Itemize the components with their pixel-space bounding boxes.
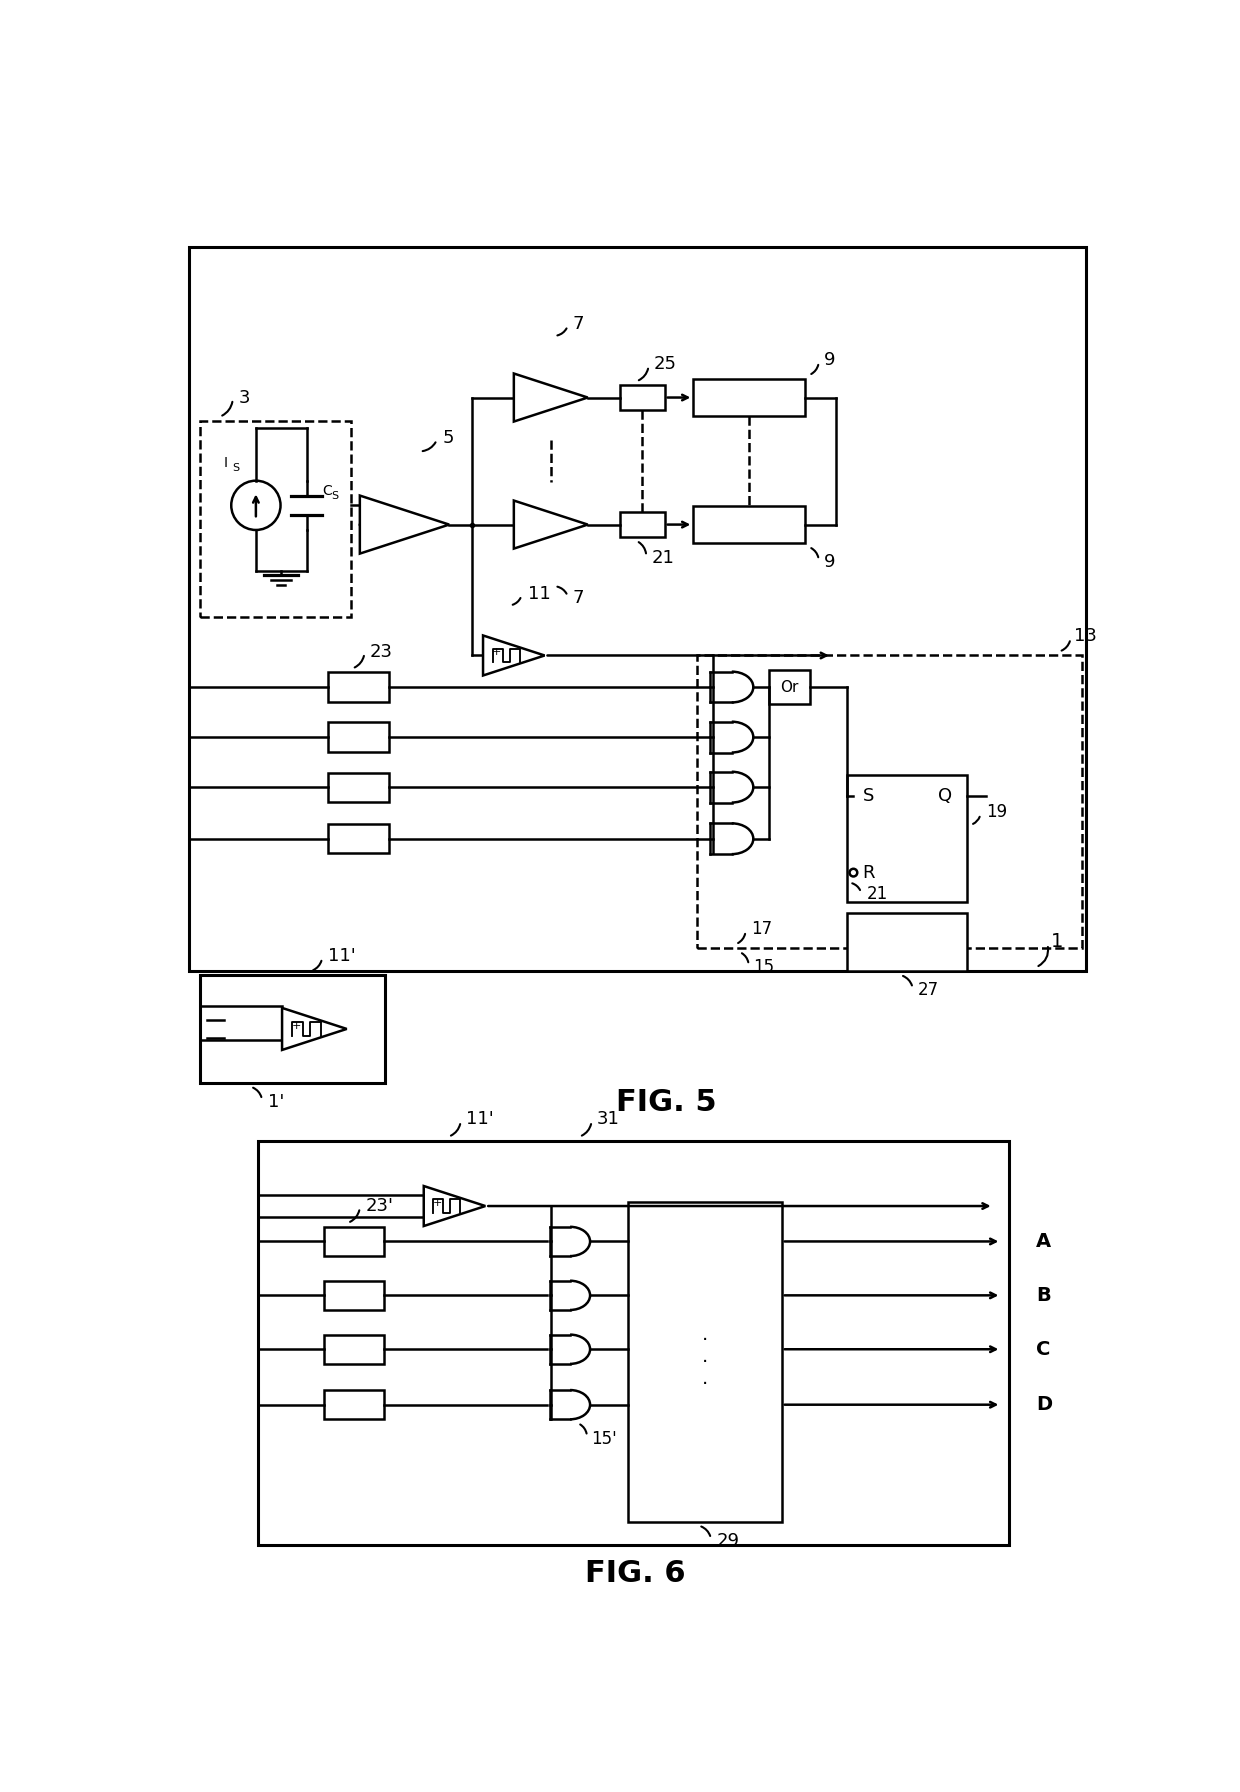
Text: 7: 7 bbox=[573, 590, 584, 607]
Bar bbox=[201, 975, 386, 1082]
Bar bbox=[847, 774, 967, 901]
Polygon shape bbox=[424, 1186, 485, 1226]
Text: 3: 3 bbox=[239, 389, 250, 407]
Text: 11: 11 bbox=[528, 584, 551, 602]
Text: 21: 21 bbox=[652, 548, 675, 566]
Text: C: C bbox=[1035, 1340, 1050, 1358]
Text: 1': 1' bbox=[268, 1093, 285, 1111]
Text: FIG. 5: FIG. 5 bbox=[616, 1088, 717, 1116]
Bar bbox=[258, 1140, 1009, 1545]
Text: 23': 23' bbox=[366, 1197, 393, 1215]
Polygon shape bbox=[360, 496, 449, 554]
Text: Q: Q bbox=[937, 787, 952, 805]
Text: 15: 15 bbox=[754, 959, 775, 977]
Bar bbox=[324, 1228, 383, 1256]
Text: 17: 17 bbox=[751, 919, 773, 937]
Bar bbox=[697, 656, 1083, 948]
Bar bbox=[620, 385, 665, 410]
Text: A: A bbox=[1035, 1231, 1052, 1251]
Bar bbox=[693, 505, 805, 543]
Text: Or: Or bbox=[780, 679, 799, 695]
Text: S: S bbox=[232, 462, 239, 473]
Polygon shape bbox=[513, 500, 588, 548]
Text: C: C bbox=[322, 484, 332, 498]
Text: +: + bbox=[291, 1021, 301, 1030]
Text: 23: 23 bbox=[370, 643, 393, 661]
Text: 13: 13 bbox=[1074, 627, 1097, 645]
Text: 15': 15' bbox=[591, 1430, 618, 1448]
Bar bbox=[327, 672, 389, 702]
Bar bbox=[620, 513, 665, 538]
Text: D: D bbox=[1035, 1396, 1052, 1414]
Text: 27: 27 bbox=[918, 982, 939, 1000]
Text: ·
·
·: · · · bbox=[702, 1331, 708, 1394]
Text: S: S bbox=[863, 787, 874, 805]
Text: B: B bbox=[1035, 1287, 1050, 1305]
Bar bbox=[770, 670, 810, 704]
Text: 11': 11' bbox=[329, 946, 356, 964]
Text: 9: 9 bbox=[825, 554, 836, 572]
Bar bbox=[693, 380, 805, 416]
Text: 25: 25 bbox=[653, 355, 677, 373]
Polygon shape bbox=[513, 373, 588, 421]
Bar bbox=[627, 1202, 781, 1521]
Polygon shape bbox=[484, 636, 544, 676]
Text: 7: 7 bbox=[573, 315, 584, 333]
Bar bbox=[201, 421, 351, 616]
Text: 9: 9 bbox=[825, 351, 836, 369]
Text: S: S bbox=[331, 491, 339, 502]
Text: +: + bbox=[492, 647, 502, 658]
Text: 19: 19 bbox=[986, 803, 1007, 821]
Bar bbox=[324, 1281, 383, 1310]
Text: FIG. 6: FIG. 6 bbox=[585, 1559, 686, 1588]
Bar bbox=[327, 722, 389, 751]
Bar bbox=[327, 824, 389, 853]
Bar bbox=[188, 247, 1086, 971]
Bar bbox=[327, 772, 389, 801]
Text: 5: 5 bbox=[443, 428, 455, 446]
Bar bbox=[324, 1335, 383, 1364]
Text: 21: 21 bbox=[867, 885, 888, 903]
Text: 29: 29 bbox=[717, 1532, 739, 1550]
Text: +: + bbox=[433, 1197, 443, 1208]
Text: 31: 31 bbox=[596, 1109, 620, 1127]
Text: I: I bbox=[223, 455, 228, 470]
Bar bbox=[324, 1391, 383, 1419]
Text: R: R bbox=[863, 864, 875, 882]
Bar bbox=[847, 914, 967, 971]
Text: 1: 1 bbox=[1052, 932, 1064, 952]
Text: 11': 11' bbox=[466, 1109, 494, 1127]
Polygon shape bbox=[281, 1007, 347, 1050]
